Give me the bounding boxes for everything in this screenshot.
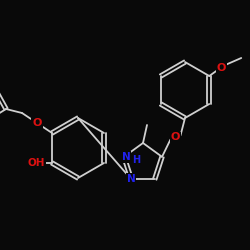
Text: O: O — [171, 132, 180, 142]
Text: N: N — [122, 152, 130, 162]
Text: N: N — [127, 174, 136, 184]
Text: H: H — [132, 155, 140, 165]
Text: OH: OH — [27, 158, 45, 168]
Text: O: O — [32, 118, 42, 128]
Text: O: O — [216, 63, 226, 73]
